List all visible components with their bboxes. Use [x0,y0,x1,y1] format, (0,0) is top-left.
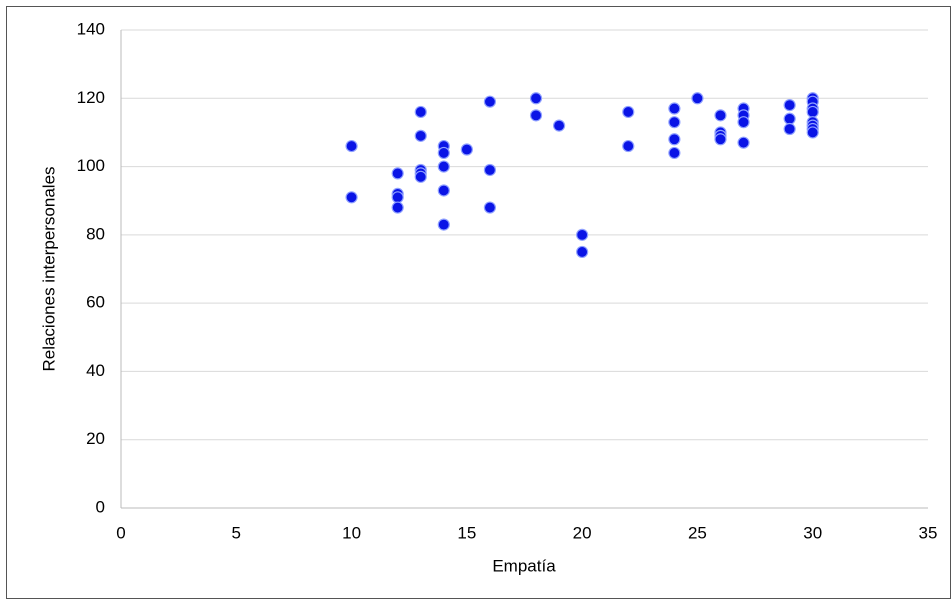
point [783,122,796,136]
point [783,99,796,112]
x-tick-label: 30 [803,523,822,542]
x-tick-label: 20 [573,523,592,542]
x-tick-label: 35 [919,523,938,542]
point [806,126,819,139]
point [483,95,497,108]
y-axis-label: Relaciones interpersonales [39,166,58,371]
y-tick-label: 0 [96,497,105,516]
point [552,119,566,132]
point [437,218,450,231]
point [668,146,681,160]
point [622,105,635,119]
point [391,201,404,214]
y-tick-label: 140 [77,19,105,38]
point [529,109,543,122]
point [668,133,681,146]
point [391,167,404,180]
point [483,163,497,177]
x-tick-label: 5 [232,523,241,542]
point [345,191,358,204]
point [576,245,589,259]
x-tick-label: 10 [342,523,361,542]
point [668,102,681,115]
point [783,112,796,125]
point [714,133,727,146]
point [622,139,635,153]
point [737,136,750,149]
x-axis-label: Empatía [492,556,556,575]
point [414,129,427,142]
y-tick-label: 20 [86,429,105,448]
point [714,109,727,122]
point [345,139,358,153]
y-tick-label: 120 [77,88,105,107]
y-tick-label: 40 [86,361,105,380]
point [437,160,450,173]
point [414,105,427,119]
point [806,105,819,119]
x-tick-label: 0 [116,523,125,542]
y-tick-label: 80 [86,224,105,243]
x-tick-label: 15 [457,523,476,542]
point [437,146,450,160]
y-tick-label: 60 [86,293,105,312]
y-tick-label: 100 [77,156,105,175]
point [391,191,404,204]
point [668,116,681,129]
point [576,228,589,241]
point [414,170,427,183]
point [437,184,450,197]
point [460,143,473,156]
x-tick-label: 25 [688,523,707,542]
point [691,92,704,105]
point [529,92,543,105]
point [737,116,750,129]
point [483,201,497,214]
